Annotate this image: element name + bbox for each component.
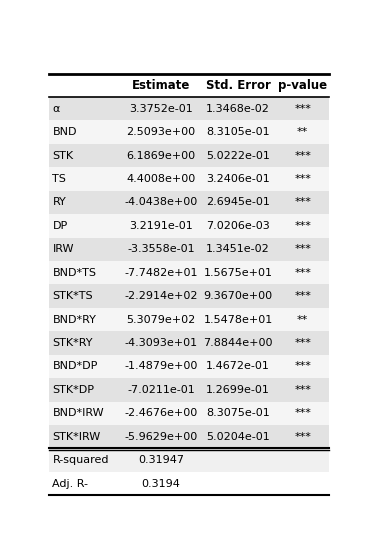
- Bar: [49, 120, 329, 144]
- Text: 3.3752e-01: 3.3752e-01: [129, 103, 193, 113]
- Text: 7.0206e-03: 7.0206e-03: [206, 221, 270, 231]
- Text: 6.1869e+00: 6.1869e+00: [127, 150, 196, 160]
- Bar: [49, 214, 329, 238]
- Text: ***: ***: [294, 221, 311, 231]
- Text: ***: ***: [294, 432, 311, 442]
- Text: ***: ***: [294, 385, 311, 395]
- Text: STK*DP: STK*DP: [52, 385, 94, 395]
- Text: 3.2406e-01: 3.2406e-01: [206, 174, 270, 184]
- Text: 1.3468e-02: 1.3468e-02: [206, 103, 270, 113]
- Text: BND*DP: BND*DP: [52, 362, 98, 372]
- Text: -4.3093e+01: -4.3093e+01: [124, 338, 198, 348]
- Text: 4.4008e+00: 4.4008e+00: [127, 174, 196, 184]
- Bar: [49, 191, 329, 214]
- Text: -2.2914e+02: -2.2914e+02: [124, 291, 198, 301]
- Bar: [49, 97, 329, 120]
- Text: BND*TS: BND*TS: [52, 268, 96, 278]
- Text: 5.0204e-01: 5.0204e-01: [206, 432, 270, 442]
- Text: DP: DP: [52, 221, 68, 231]
- Bar: [49, 261, 329, 285]
- Bar: [49, 238, 329, 261]
- Text: 9.3670e+00: 9.3670e+00: [204, 291, 273, 301]
- Text: 1.5478e+01: 1.5478e+01: [204, 315, 273, 325]
- Bar: [49, 167, 329, 191]
- Bar: [49, 144, 329, 167]
- Text: TS: TS: [52, 174, 66, 184]
- Text: STK*RY: STK*RY: [52, 338, 93, 348]
- Text: 7.8844e+00: 7.8844e+00: [203, 338, 273, 348]
- Text: RY: RY: [52, 197, 66, 207]
- Text: 3.2191e-01: 3.2191e-01: [129, 221, 193, 231]
- Text: α: α: [52, 103, 60, 113]
- Text: 8.3075e-01: 8.3075e-01: [206, 408, 270, 418]
- Text: 0.3194: 0.3194: [142, 479, 180, 489]
- Text: 1.3451e-02: 1.3451e-02: [206, 244, 270, 254]
- Bar: [49, 285, 329, 308]
- Text: 1.5675e+01: 1.5675e+01: [204, 268, 273, 278]
- Bar: [49, 74, 329, 97]
- Text: BND: BND: [52, 127, 77, 137]
- Text: ***: ***: [294, 174, 311, 184]
- Bar: [49, 401, 329, 425]
- Text: ***: ***: [294, 291, 311, 301]
- Text: 2.6945e-01: 2.6945e-01: [206, 197, 270, 207]
- Text: ***: ***: [294, 244, 311, 254]
- Text: STK: STK: [52, 150, 73, 160]
- Text: 0.31947: 0.31947: [138, 455, 184, 465]
- Text: -7.0211e-01: -7.0211e-01: [127, 385, 195, 395]
- Text: -3.3558e-01: -3.3558e-01: [127, 244, 195, 254]
- Text: ***: ***: [294, 362, 311, 372]
- Text: ***: ***: [294, 103, 311, 113]
- Text: Std. Error: Std. Error: [206, 79, 270, 92]
- Text: BND*IRW: BND*IRW: [52, 408, 104, 418]
- Text: R-squared: R-squared: [52, 455, 109, 465]
- Text: 5.3079e+02: 5.3079e+02: [127, 315, 196, 325]
- Bar: [49, 472, 329, 495]
- Text: Adj. R-: Adj. R-: [52, 479, 89, 489]
- Text: ***: ***: [294, 338, 311, 348]
- Text: ***: ***: [294, 268, 311, 278]
- Text: -1.4879e+00: -1.4879e+00: [124, 362, 198, 372]
- Text: ***: ***: [294, 150, 311, 160]
- Text: p-value: p-value: [278, 79, 327, 92]
- Text: STK*IRW: STK*IRW: [52, 432, 101, 442]
- Text: ***: ***: [294, 197, 311, 207]
- Text: -7.7482e+01: -7.7482e+01: [124, 268, 198, 278]
- Text: 2.5093e+00: 2.5093e+00: [127, 127, 196, 137]
- Text: ***: ***: [294, 408, 311, 418]
- Bar: [49, 448, 329, 472]
- Text: 8.3105e-01: 8.3105e-01: [206, 127, 270, 137]
- Bar: [49, 425, 329, 448]
- Text: IRW: IRW: [52, 244, 74, 254]
- Text: **: **: [297, 315, 308, 325]
- Text: 5.0222e-01: 5.0222e-01: [206, 150, 270, 160]
- Text: 1.2699e-01: 1.2699e-01: [206, 385, 270, 395]
- Text: STK*TS: STK*TS: [52, 291, 93, 301]
- Bar: [49, 355, 329, 378]
- Text: 1.4672e-01: 1.4672e-01: [206, 362, 270, 372]
- Text: BND*RY: BND*RY: [52, 315, 96, 325]
- Text: -5.9629e+00: -5.9629e+00: [124, 432, 198, 442]
- Bar: [49, 331, 329, 355]
- Bar: [49, 378, 329, 401]
- Text: Estimate: Estimate: [132, 79, 190, 92]
- Bar: [49, 308, 329, 331]
- Text: **: **: [297, 127, 308, 137]
- Text: -2.4676e+00: -2.4676e+00: [124, 408, 198, 418]
- Text: -4.0438e+00: -4.0438e+00: [124, 197, 198, 207]
